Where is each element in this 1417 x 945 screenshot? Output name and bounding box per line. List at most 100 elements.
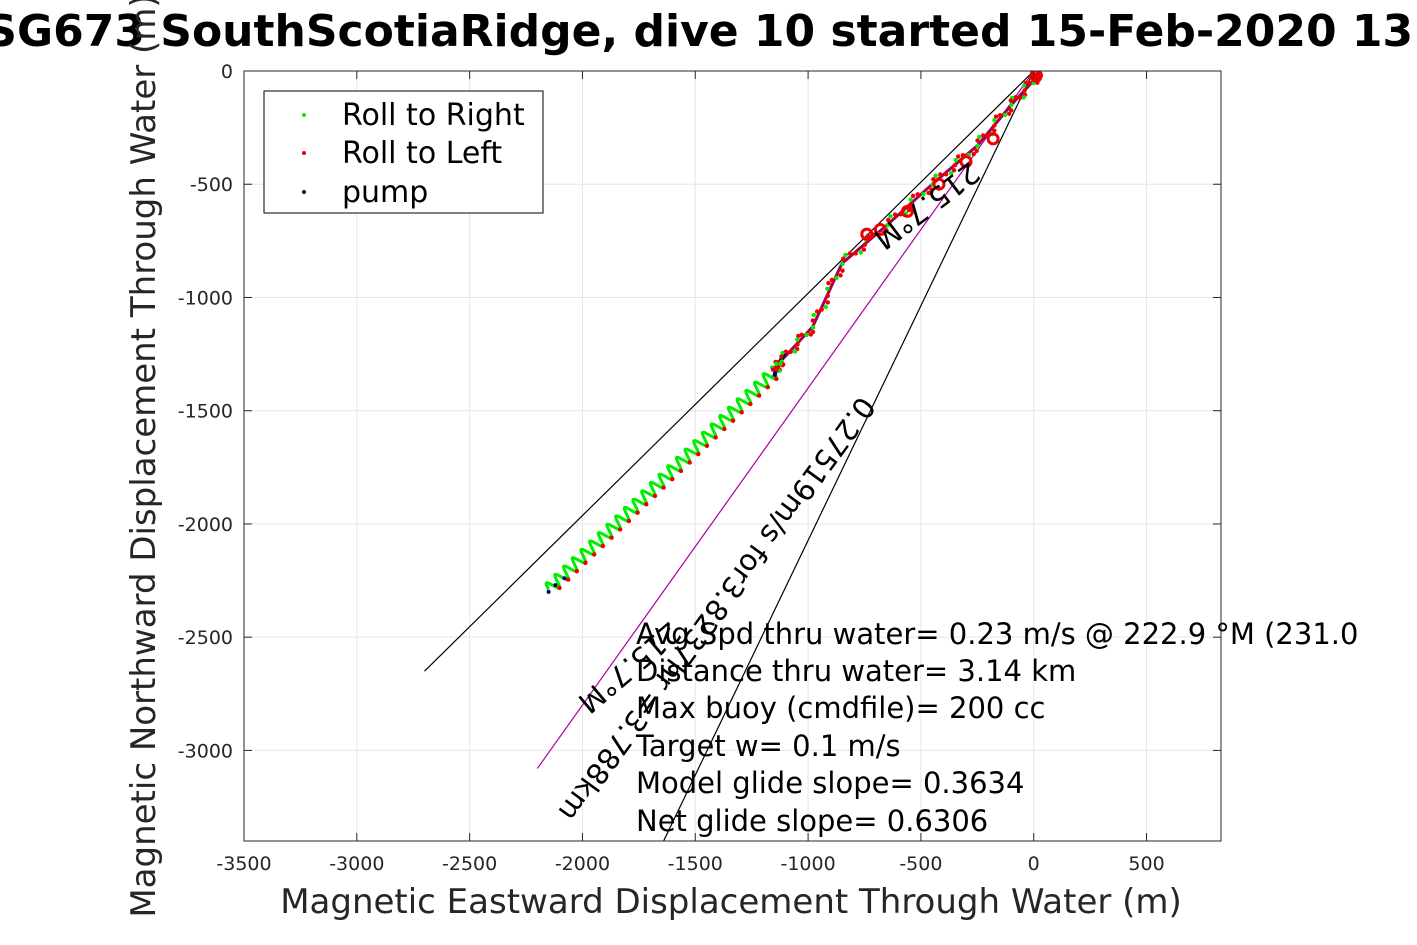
track-point bbox=[819, 307, 824, 312]
track-point bbox=[862, 242, 868, 247]
legend-marker-roll-right bbox=[302, 113, 306, 117]
track-point bbox=[804, 332, 809, 338]
legend: Roll to Right Roll to Left pump bbox=[263, 90, 544, 214]
annotation-max-buoy: Max buoy (cmdfile)= 200 cc bbox=[636, 691, 1045, 725]
track-point bbox=[885, 223, 890, 228]
track-point bbox=[840, 261, 845, 267]
y-tick-label: -1000 bbox=[178, 287, 233, 309]
track-point bbox=[951, 168, 957, 173]
track-point bbox=[774, 376, 779, 382]
track-point bbox=[952, 163, 958, 168]
track-point bbox=[780, 350, 785, 356]
track-point bbox=[730, 418, 736, 423]
track-point bbox=[926, 190, 931, 196]
track-point bbox=[788, 349, 793, 354]
track-point bbox=[829, 277, 834, 283]
track-point bbox=[810, 318, 815, 323]
track-point bbox=[618, 527, 623, 532]
track-point bbox=[795, 342, 800, 347]
track-curl bbox=[986, 132, 1000, 146]
x-tick-label: -1500 bbox=[668, 853, 723, 875]
legend-label-roll-right: Roll to Right bbox=[342, 98, 525, 133]
annotation-net-glide: Net glide slope= 0.6306 bbox=[636, 804, 988, 838]
track-curl bbox=[900, 204, 914, 218]
track-point bbox=[796, 333, 801, 339]
x-tick-label: -1000 bbox=[780, 853, 835, 875]
track-point bbox=[975, 138, 980, 143]
track-point bbox=[1013, 95, 1018, 100]
track-point bbox=[980, 133, 986, 138]
track-point bbox=[748, 401, 753, 407]
track-point bbox=[929, 187, 934, 192]
track-point bbox=[808, 332, 813, 337]
track-point bbox=[1002, 112, 1008, 118]
x-tick-label: 0 bbox=[1028, 853, 1040, 875]
track-point bbox=[886, 217, 891, 223]
annotation-block: Avg Spd thru water= 0.23 m/s @ 222.9 °M … bbox=[635, 617, 1358, 838]
track-point bbox=[652, 493, 658, 499]
track-point bbox=[943, 172, 949, 177]
track-point bbox=[915, 192, 920, 197]
track-point bbox=[888, 214, 893, 219]
x-tick-label: -500 bbox=[899, 853, 942, 875]
track-point bbox=[825, 300, 830, 305]
track-point bbox=[843, 252, 848, 258]
y-tick-label: 0 bbox=[221, 61, 233, 83]
track-point bbox=[834, 275, 839, 281]
x-axis-label: Magnetic Eastward Displacement Through W… bbox=[280, 882, 1182, 922]
track-point bbox=[765, 385, 770, 390]
track-point bbox=[1022, 83, 1027, 89]
track-point bbox=[861, 247, 867, 252]
track-point bbox=[992, 118, 997, 123]
track-point bbox=[825, 286, 830, 291]
track-point bbox=[770, 367, 776, 372]
track-point bbox=[997, 113, 1003, 118]
track-point bbox=[1007, 111, 1012, 116]
annotation-distance: Distance thru water= 3.14 km bbox=[636, 654, 1076, 688]
track-point bbox=[826, 280, 831, 286]
track-point bbox=[609, 535, 614, 540]
track-point bbox=[811, 325, 816, 330]
track-point bbox=[626, 518, 632, 524]
track-point bbox=[557, 585, 562, 591]
track-point bbox=[574, 569, 579, 574]
track-point bbox=[722, 426, 727, 432]
track-point bbox=[975, 143, 980, 149]
y-tick-label: -500 bbox=[190, 174, 233, 196]
track-point bbox=[635, 510, 640, 515]
track-point bbox=[974, 148, 979, 154]
track-point bbox=[1022, 88, 1027, 93]
track-point bbox=[992, 123, 997, 128]
track-point bbox=[713, 435, 718, 440]
legend-marker-pump bbox=[302, 190, 306, 194]
data-points bbox=[546, 71, 1043, 594]
track-point bbox=[783, 349, 789, 354]
cone-right-line bbox=[662, 71, 1035, 841]
annotation-model-glide: Model glide slope= 0.3634 bbox=[636, 766, 1024, 800]
track-point bbox=[910, 193, 916, 198]
track-point bbox=[1027, 80, 1032, 85]
track-point bbox=[670, 477, 675, 482]
track-point bbox=[792, 349, 798, 354]
track-point bbox=[546, 589, 551, 594]
track-point bbox=[853, 251, 858, 256]
x-tick-label: -3500 bbox=[216, 853, 271, 875]
axis-ticks: -3500 -3000 -2500 -2000 -1500 -1000 -500 0 500 0 -… bbox=[178, 61, 1221, 875]
track-point bbox=[921, 191, 926, 197]
track-point bbox=[847, 251, 853, 256]
track-point bbox=[811, 312, 816, 318]
y-axis-label: Magnetic Northward Displacement Through … bbox=[124, 0, 164, 918]
track-point bbox=[678, 468, 684, 474]
track-point bbox=[774, 361, 779, 367]
track-point bbox=[949, 171, 954, 176]
track-point bbox=[908, 197, 913, 202]
guide-lines bbox=[424, 71, 1035, 841]
track-point bbox=[1009, 108, 1014, 113]
track-point bbox=[825, 293, 830, 298]
cone-left-line bbox=[424, 71, 1035, 672]
track-curl bbox=[932, 177, 946, 191]
track-point bbox=[779, 354, 784, 359]
track-point bbox=[841, 256, 846, 261]
track-point bbox=[562, 576, 567, 581]
track-curl bbox=[873, 223, 887, 236]
